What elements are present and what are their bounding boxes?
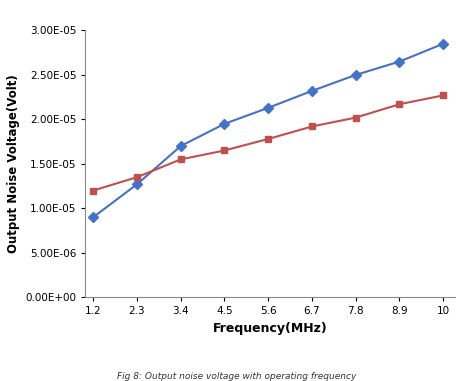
- Text: Fig 8: Output noise voltage with operating frequency: Fig 8: Output noise voltage with operati…: [117, 372, 357, 381]
- Proposed Mux: [309, 124, 315, 129]
- Existing Mux: [397, 59, 402, 64]
- Proposed Mux: [397, 102, 402, 107]
- Proposed Mux: [178, 157, 183, 162]
- Line: Existing Mux: Existing Mux: [90, 40, 447, 221]
- Existing Mux: [265, 106, 271, 110]
- Existing Mux: [353, 73, 358, 77]
- Existing Mux: [309, 89, 315, 93]
- Existing Mux: [440, 42, 446, 46]
- Existing Mux: [91, 215, 96, 219]
- Y-axis label: Output Noise Voltage(Volt): Output Noise Voltage(Volt): [7, 74, 20, 253]
- Line: Proposed Mux: Proposed Mux: [90, 92, 447, 194]
- Proposed Mux: [91, 188, 96, 193]
- Existing Mux: [178, 144, 183, 148]
- Proposed Mux: [440, 93, 446, 98]
- Existing Mux: [222, 122, 228, 126]
- X-axis label: Frequency(MHz): Frequency(MHz): [213, 322, 328, 335]
- Proposed Mux: [265, 137, 271, 141]
- Existing Mux: [134, 182, 140, 187]
- Proposed Mux: [222, 148, 228, 153]
- Proposed Mux: [353, 115, 358, 120]
- Proposed Mux: [134, 175, 140, 179]
